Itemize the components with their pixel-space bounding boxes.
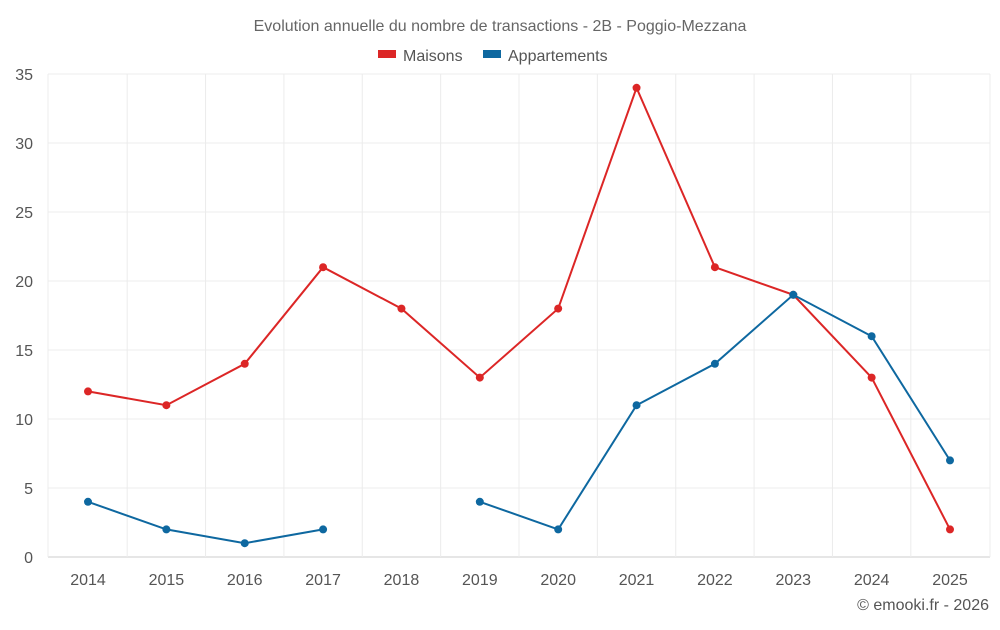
chart-title: Evolution annuelle du nombre de transact… (254, 18, 747, 35)
y-tick-label: 25 (15, 205, 33, 222)
data-point (162, 525, 171, 534)
data-point (946, 456, 954, 465)
data-point (867, 373, 876, 382)
x-tick-label: 2016 (227, 572, 263, 589)
x-tick-label: 2020 (540, 572, 576, 589)
data-point (789, 290, 798, 299)
data-point (946, 525, 954, 534)
y-tick-label: 30 (15, 136, 33, 153)
y-tick-label: 10 (15, 412, 33, 429)
x-tick-label: 2025 (932, 572, 968, 589)
data-point (554, 525, 563, 534)
series-line (87, 500, 324, 545)
data-point (475, 497, 484, 506)
legend-swatch-maisons (378, 50, 396, 58)
x-tick-label: 2019 (462, 572, 498, 589)
y-tick-label: 0 (24, 550, 33, 567)
x-tick-label: 2015 (149, 572, 185, 589)
series-group (84, 83, 954, 548)
x-tick-label: 2014 (70, 572, 106, 589)
y-tick-label: 35 (15, 67, 33, 84)
series-line (87, 85, 951, 530)
y-tick-label: 20 (15, 274, 33, 291)
x-tick-label: 2018 (384, 572, 420, 589)
data-point (319, 263, 328, 272)
legend: Maisons Appartements (378, 48, 608, 65)
data-point (475, 373, 484, 382)
data-point (632, 83, 641, 92)
data-point (240, 359, 249, 368)
credit: © emooki.fr - 2026 (857, 597, 989, 614)
y-tick-label: 5 (24, 481, 33, 498)
data-point (240, 539, 249, 548)
data-point (867, 332, 876, 341)
data-point (554, 304, 563, 313)
data-point (710, 263, 719, 272)
series-appartements (84, 290, 954, 548)
legend-label-maisons: Maisons (403, 48, 463, 65)
data-point (84, 387, 92, 396)
grid (47, 73, 991, 558)
data-point (397, 304, 406, 313)
data-point (632, 401, 641, 410)
y-tick-label: 15 (15, 343, 33, 360)
data-point (84, 497, 92, 506)
data-point (710, 359, 719, 368)
x-tick-label: 2023 (775, 572, 811, 589)
x-tick-label: 2024 (854, 572, 890, 589)
x-tick-label: 2022 (697, 572, 733, 589)
legend-swatch-appartements (483, 50, 501, 58)
x-tick-label: 2021 (619, 572, 655, 589)
x-tick-label: 2017 (305, 572, 341, 589)
data-point (162, 401, 171, 410)
data-point (319, 525, 328, 534)
series-line (479, 293, 951, 531)
legend-label-appartements: Appartements (508, 48, 608, 65)
